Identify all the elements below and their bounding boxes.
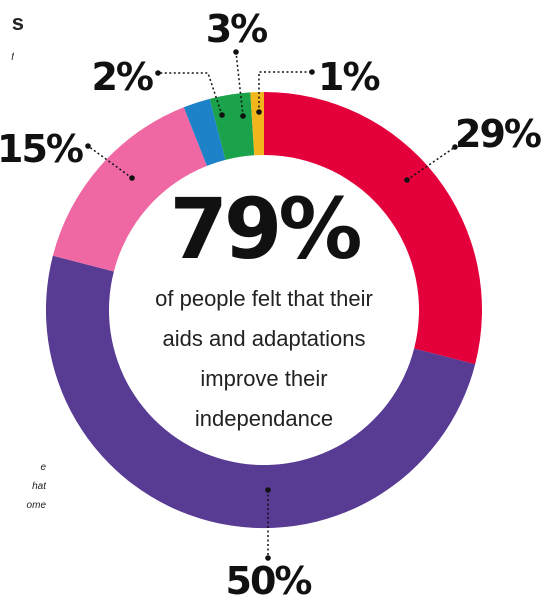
- leader-dot: [404, 177, 410, 183]
- donut-slice: [209, 92, 255, 160]
- cropped-subheading-fragment: f: [11, 52, 14, 63]
- center-text-line: improve their: [200, 366, 327, 391]
- leader-line: [235, 51, 244, 117]
- leader-dot: [265, 487, 271, 493]
- leader-dot: [309, 69, 315, 75]
- slice-label: 2%: [91, 55, 152, 99]
- footnote-line: ome: [26, 500, 46, 511]
- center-text-line: aids and adaptations: [162, 326, 365, 351]
- donut-slice: [264, 92, 482, 365]
- leader-dot: [155, 70, 161, 76]
- leader-dot: [85, 143, 91, 149]
- donut-slice: [183, 98, 226, 166]
- leader-dot: [265, 555, 271, 561]
- leader-lines: [85, 49, 458, 561]
- donut-slices: [45, 92, 482, 529]
- cropped-heading-fragment: s: [11, 10, 24, 35]
- donut-slice: [52, 107, 207, 272]
- center-value: 79%: [169, 180, 360, 278]
- leader-dot: [129, 175, 135, 181]
- donut-slice: [250, 92, 264, 156]
- slice-label: 50%: [226, 559, 312, 602]
- center-text-group: 79% of people felt that their aids and a…: [155, 180, 373, 431]
- slice-label: 1%: [318, 55, 379, 99]
- footnote-line: hat: [32, 481, 46, 492]
- leader-dot: [233, 49, 239, 55]
- leader-line: [158, 72, 223, 116]
- leader-dot: [240, 113, 246, 119]
- percentage-labels: 29% 50% 15%2% 3% 1%: [0, 7, 541, 602]
- leader-dot: [219, 112, 225, 118]
- leader-dot: [256, 109, 262, 115]
- leader-dot: [452, 144, 458, 150]
- donut-slice: [45, 255, 476, 529]
- slice-label: 29%: [455, 112, 541, 156]
- leader-line: [406, 146, 456, 181]
- leader-line: [87, 145, 133, 179]
- center-text-line: independance: [195, 406, 333, 431]
- center-text-line: of people felt that their: [155, 286, 373, 311]
- slice-label: 15%: [0, 127, 83, 171]
- footnote-line: e: [40, 462, 46, 473]
- cropped-footnote-fragment: e hat ome: [0, 458, 46, 515]
- slice-label: 3%: [206, 7, 267, 51]
